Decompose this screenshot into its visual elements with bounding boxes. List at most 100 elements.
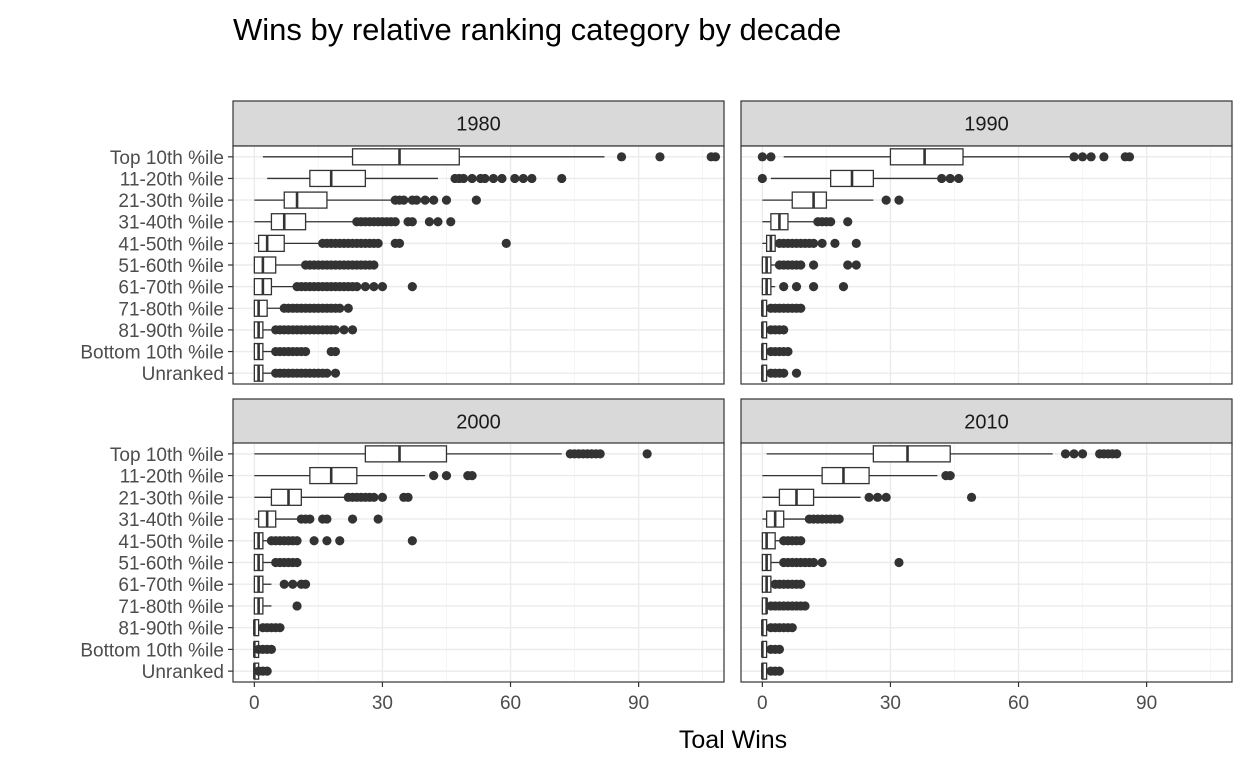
- outlier-point: [779, 282, 789, 292]
- outlier-point: [796, 260, 806, 270]
- outlier-point: [616, 152, 627, 162]
- outlier-point: [945, 173, 955, 184]
- x-tick-label: 30: [372, 693, 393, 714]
- x-tick-label: 90: [628, 693, 649, 714]
- box-71-80th-ile: [253, 597, 302, 615]
- box-81-90th-ile: [253, 619, 285, 637]
- box-51-60th-ile: [253, 553, 302, 572]
- outlier-point: [642, 449, 652, 459]
- outlier-point: [399, 195, 409, 205]
- outlier-point: [305, 514, 315, 524]
- x-tick-label: 0: [249, 693, 260, 714]
- outlier-point: [266, 644, 277, 655]
- y-tick-label: Top 10th %ile: [110, 148, 224, 169]
- box-31-40th-ile: [254, 213, 456, 231]
- outlier-point: [407, 282, 417, 292]
- box-bottom-10th-ile: [761, 342, 793, 361]
- box-bottom-10th-ile: [761, 640, 785, 659]
- outlier-point: [808, 260, 819, 270]
- y-tick-label: Unranked: [142, 662, 224, 683]
- outlier-point: [796, 536, 806, 546]
- outlier-point: [808, 557, 819, 568]
- box-11-20th-ile: [267, 169, 567, 188]
- outlier-point: [1077, 152, 1088, 162]
- outlier-point: [471, 195, 481, 205]
- box-21-30th-ile: [254, 191, 481, 209]
- y-tick-label: 71-80th %ile: [118, 299, 224, 320]
- outlier-point: [937, 173, 947, 184]
- outlier-point: [779, 368, 789, 378]
- outlier-point: [441, 470, 452, 481]
- outlier-point: [774, 666, 785, 676]
- outlier-point: [808, 238, 819, 248]
- outlier-point: [458, 173, 469, 184]
- outlier-point: [796, 579, 806, 589]
- y-tick-label: 51-60th %ile: [118, 554, 224, 575]
- outlier-point: [292, 557, 302, 568]
- outlier-point: [1124, 152, 1135, 162]
- outlier-point: [300, 579, 311, 589]
- outlier-point: [369, 282, 379, 292]
- outlier-point: [1069, 152, 1079, 162]
- box-71-80th-ile: [761, 299, 806, 317]
- outlier-point: [783, 346, 793, 357]
- outlier-point: [335, 303, 345, 313]
- y-tick-label: 81-90th %ile: [118, 619, 224, 640]
- y-tick-label: 21-30th %ile: [118, 488, 224, 509]
- outlier-point: [330, 346, 341, 357]
- box-61-70th-ile: [253, 277, 417, 296]
- outlier-point: [322, 368, 332, 378]
- outlier-point: [757, 152, 767, 162]
- outlier-point: [851, 260, 861, 270]
- box-61-70th-ile: [761, 277, 849, 296]
- outlier-point: [369, 260, 379, 270]
- facet-strip: [232, 100, 725, 147]
- outlier-point: [300, 346, 311, 357]
- outlier-point: [373, 238, 383, 248]
- outlier-point: [373, 514, 383, 524]
- box-iqr: [309, 169, 367, 188]
- outlier-point: [377, 282, 388, 292]
- y-tick-label: 81-90th %ile: [118, 321, 224, 342]
- box-top-10th-ile: [262, 148, 721, 166]
- outlier-point: [838, 282, 849, 292]
- y-tick-label: 31-40th %ile: [118, 213, 224, 234]
- outlier-point: [945, 470, 955, 481]
- outlier-point: [710, 152, 721, 162]
- outlier-point: [446, 217, 456, 227]
- outlier-point: [292, 601, 302, 611]
- outlier-point: [518, 173, 528, 184]
- outlier-point: [864, 492, 874, 502]
- x-tick-label: 30: [880, 693, 901, 714]
- outlier-point: [441, 195, 452, 205]
- outlier-point: [262, 666, 272, 676]
- box-iqr: [791, 191, 828, 209]
- box-21-30th-ile: [254, 488, 413, 506]
- outlier-point: [322, 514, 332, 524]
- y-tick-label: 61-70th %ile: [118, 278, 224, 299]
- box-51-60th-ile: [253, 256, 379, 274]
- box-81-90th-ile: [761, 321, 789, 339]
- box-unranked: [761, 662, 785, 680]
- outlier-point: [655, 152, 665, 162]
- outlier-point: [830, 238, 840, 248]
- outlier-point: [480, 173, 490, 184]
- outlier-point: [894, 195, 904, 205]
- box-31-40th-ile: [254, 510, 383, 528]
- outlier-point: [377, 492, 388, 502]
- outlier-point: [433, 217, 443, 227]
- outlier-point: [330, 368, 341, 378]
- box-unranked: [253, 364, 341, 382]
- outlier-point: [843, 217, 853, 227]
- box-31-40th-ile: [762, 213, 853, 231]
- box-iqr: [364, 445, 448, 463]
- outlier-point: [1099, 152, 1109, 162]
- outlier-point: [1112, 449, 1122, 459]
- facet-strip-label: 1980: [456, 114, 501, 136]
- outlier-point: [501, 238, 511, 248]
- box-71-80th-ile: [761, 597, 810, 615]
- box-11-20th-ile: [757, 169, 964, 188]
- outlier-point: [595, 449, 605, 459]
